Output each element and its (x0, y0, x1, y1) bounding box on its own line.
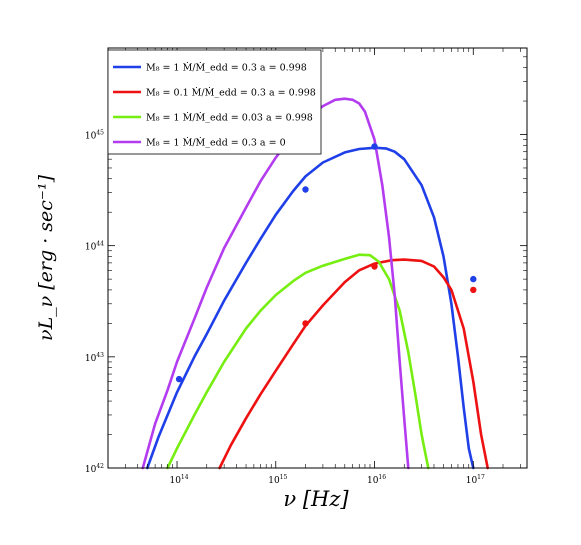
legend: M₈ = 1 Ṁ/Ṁ_edd = 0.3 a = 0.998 M₈ = 0.1 Ṁ… (107, 49, 322, 155)
data-point-4 (302, 320, 309, 327)
data-point-2 (371, 143, 378, 150)
legend-box (107, 49, 322, 155)
data-point-0 (175, 375, 183, 383)
data-point-3 (470, 275, 477, 283)
series-line-3 (141, 97, 410, 470)
data-point-6 (470, 286, 477, 294)
legend-label-1: M₈ = 0.1 Ṁ/Ṁ_edd = 0.3 a = 0.998 (146, 87, 316, 99)
series-line-2 (166, 253, 430, 470)
plot-frame (107, 47, 528, 469)
y-axis-label: νL_ν [erg · sec⁻¹] (35, 174, 57, 341)
points-layer (175, 143, 477, 383)
legend-label-2: M₈ = 1 Ṁ/Ṁ_edd = 0.03 a = 0.998 (146, 112, 313, 124)
data-point-1 (302, 186, 309, 193)
data-point-5 (371, 263, 378, 270)
x-axis-label: ν [Hz] (283, 487, 349, 511)
legend-label-3: M₈ = 1 Ṁ/Ṁ_edd = 0.3 a = 0 (146, 137, 286, 149)
series-line-0 (146, 146, 475, 470)
legend-label-0: M₈ = 1 Ṁ/Ṁ_edd = 0.3 a = 0.998 (146, 62, 307, 74)
